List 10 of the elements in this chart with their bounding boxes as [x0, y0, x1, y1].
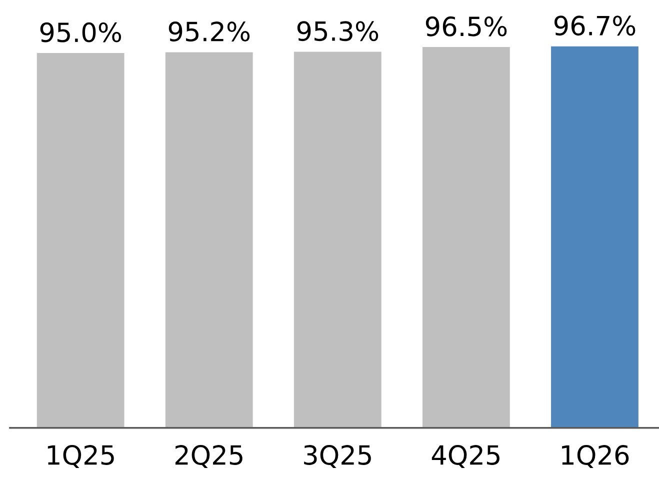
data-label: 95.3%: [297, 21, 378, 42]
x-tick-label: 1Q25: [48, 445, 114, 468]
data-label: 95.0%: [40, 22, 122, 42]
data-label: 96.5%: [426, 16, 507, 36]
data-label: 96.7%: [554, 16, 636, 36]
x-tick-label: 1Q26: [562, 445, 629, 468]
x-tick-label: 4Q25: [432, 445, 500, 468]
data-label: 95.2%: [168, 22, 250, 42]
x-tick-label: 3Q25: [304, 445, 371, 468]
x-tick-label: 2Q25: [175, 445, 242, 468]
